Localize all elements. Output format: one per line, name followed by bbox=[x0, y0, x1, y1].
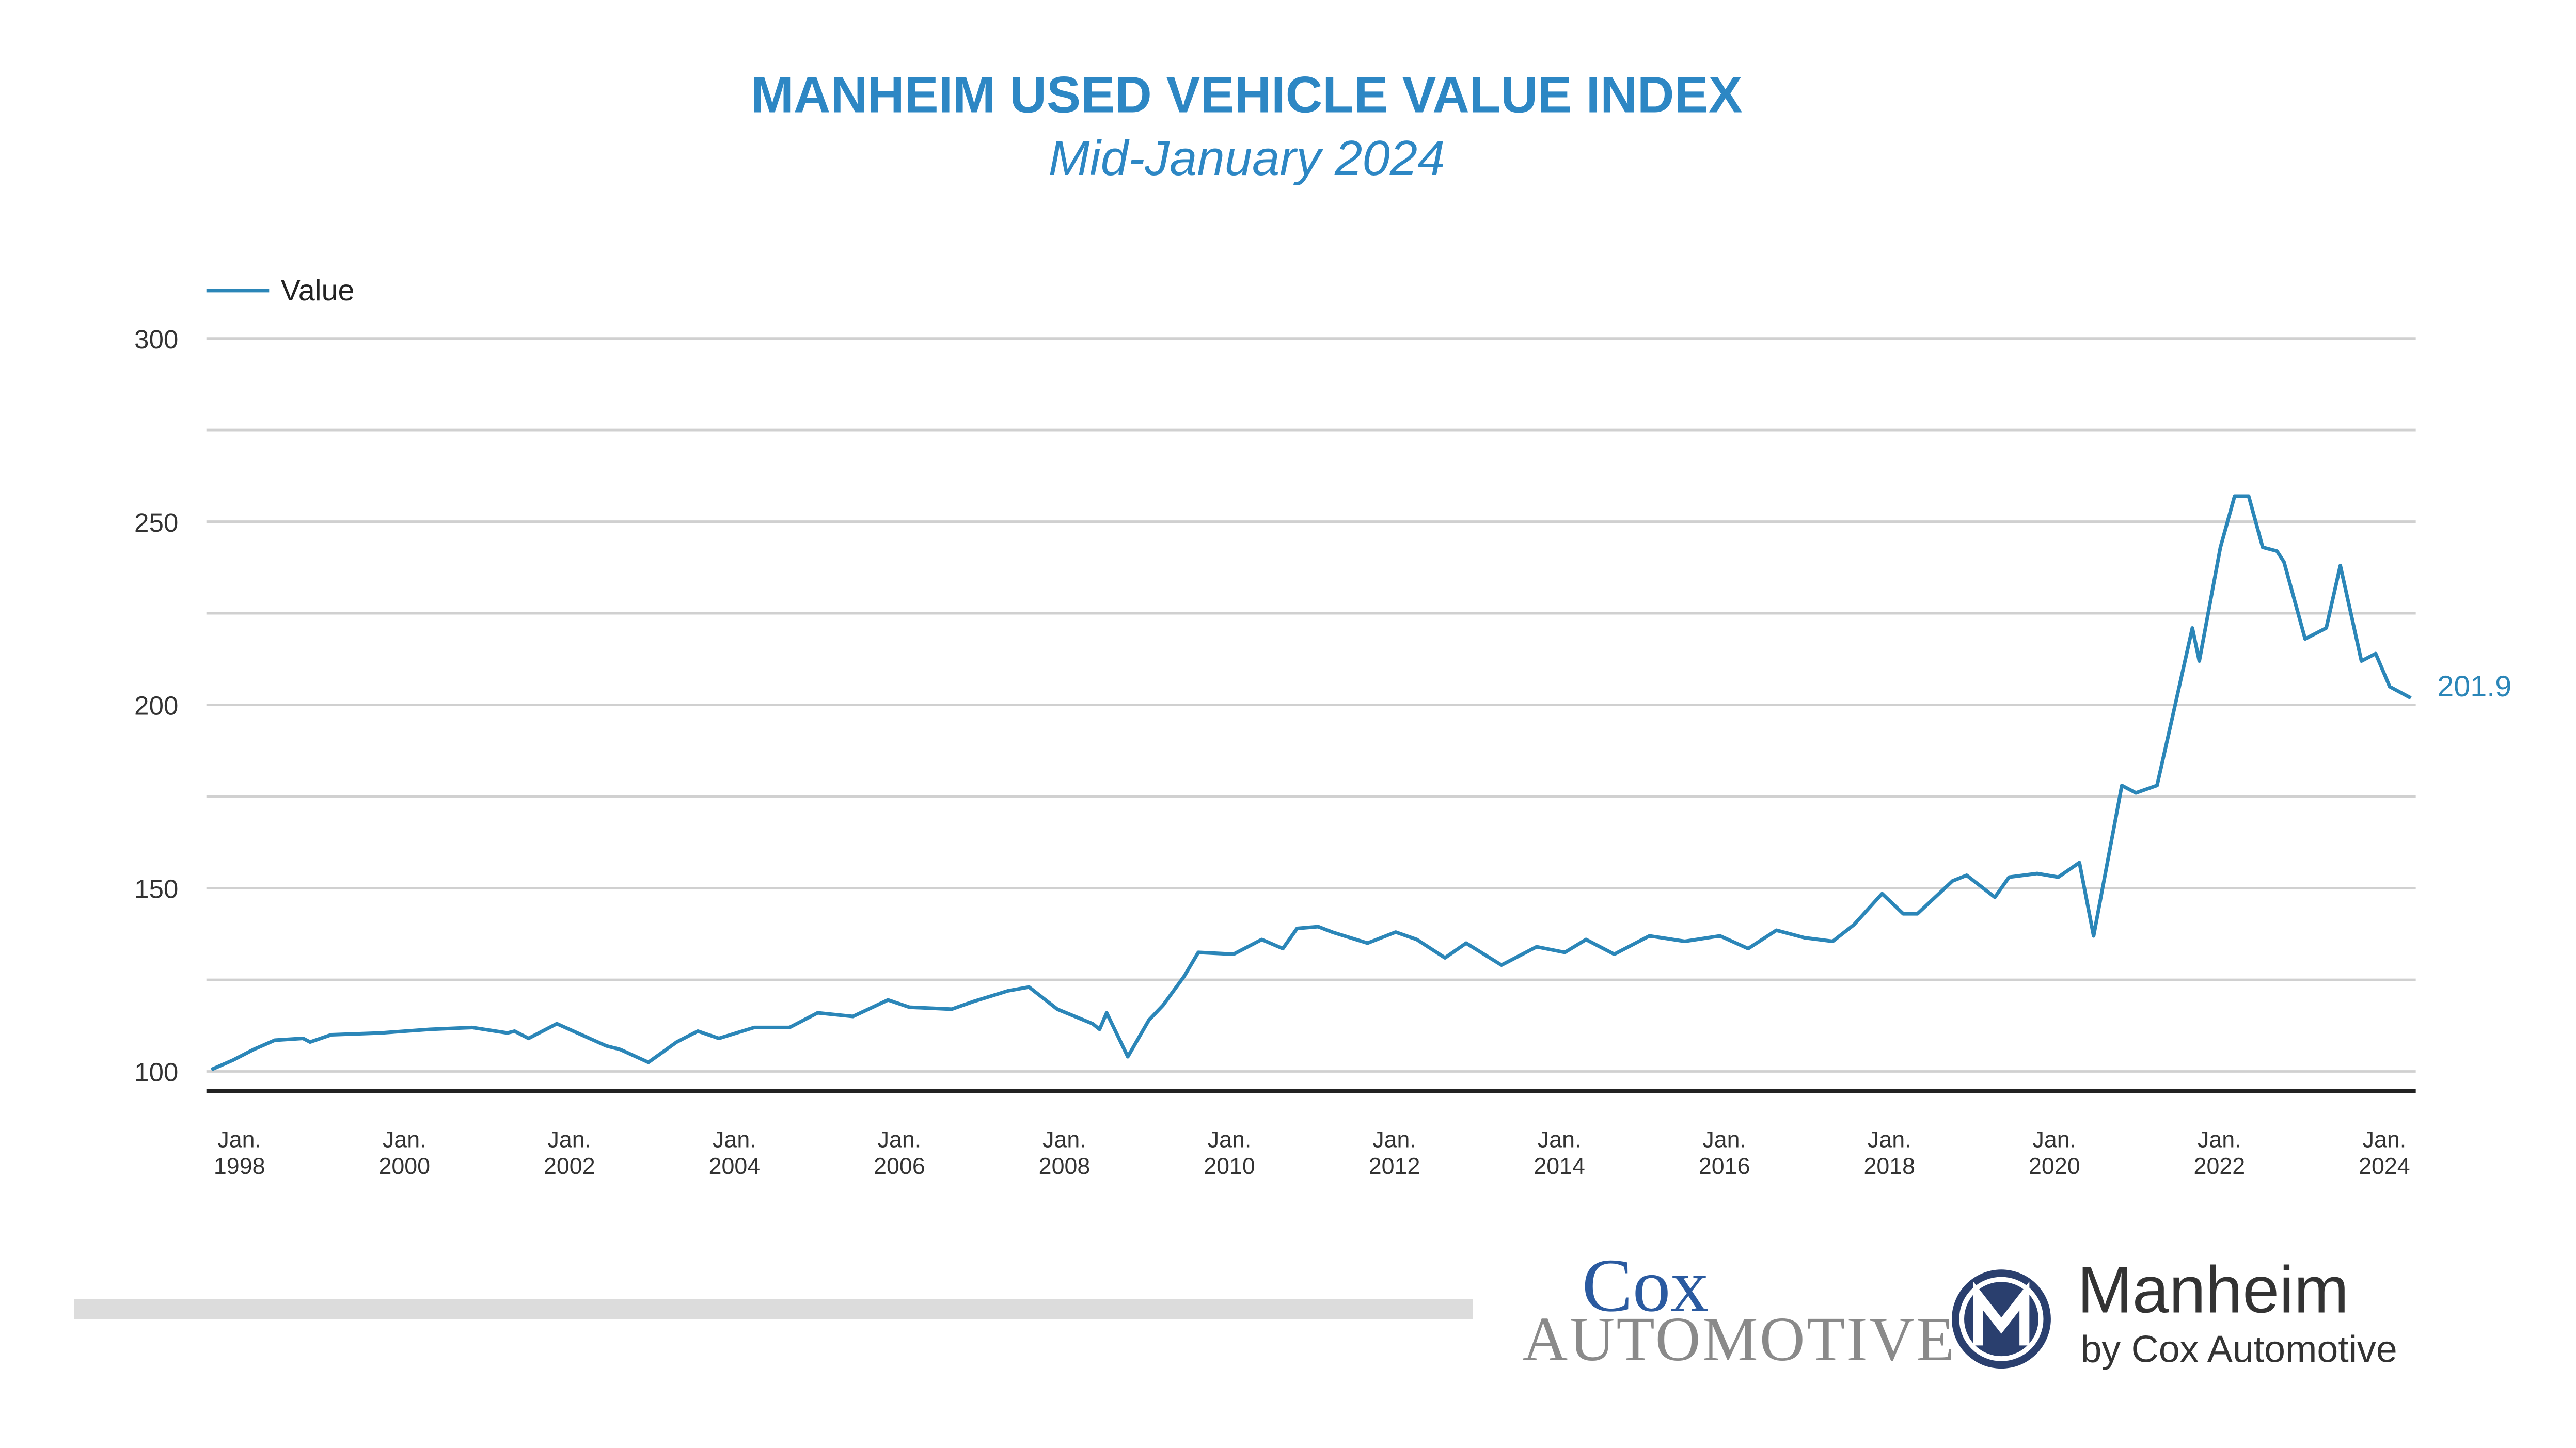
x-tick-label: Jan. bbox=[1208, 1127, 1252, 1153]
x-tick-label: Jan. bbox=[1538, 1127, 1582, 1153]
x-tick-label: 2016 bbox=[1699, 1153, 1750, 1179]
x-tick-label: 2002 bbox=[544, 1153, 595, 1179]
y-tick-label: 100 bbox=[134, 1058, 178, 1087]
chart-subtitle: Mid-January 2024 bbox=[1048, 132, 1445, 187]
series-line-value bbox=[210, 494, 2412, 1072]
y-tick-label: 300 bbox=[134, 325, 178, 354]
cox-logo-bottom: AutomotiveTM bbox=[1523, 1304, 1982, 1377]
x-tick-label: 2024 bbox=[2359, 1153, 2410, 1179]
x-tick-label: 2006 bbox=[874, 1153, 925, 1179]
x-tick-label: Jan. bbox=[2363, 1127, 2407, 1153]
x-tick-label: 2014 bbox=[1534, 1153, 1585, 1179]
cox-logo-top: Cox bbox=[1582, 1243, 1709, 1328]
x-tick-label: 2012 bbox=[1369, 1153, 1420, 1179]
chart-title: MANHEIM USED VEHICLE VALUE INDEX bbox=[751, 66, 1743, 124]
x-tick-label: Jan. bbox=[2032, 1127, 2076, 1153]
x-tick-label: Jan. bbox=[713, 1127, 756, 1153]
x-tick-label: Jan. bbox=[1868, 1127, 1911, 1153]
footer-bar bbox=[74, 1299, 1473, 1319]
x-tick-label: Jan. bbox=[1042, 1127, 1086, 1153]
y-tick-label: 250 bbox=[134, 508, 178, 537]
y-tick-label: 150 bbox=[134, 874, 178, 904]
x-tick-label: 2010 bbox=[1204, 1153, 1255, 1179]
x-tick-label: Jan. bbox=[217, 1127, 261, 1153]
y-tick-label: 200 bbox=[134, 691, 178, 721]
x-tick-label: Jan. bbox=[548, 1127, 592, 1153]
x-tick-label: 2020 bbox=[2029, 1153, 2080, 1179]
x-tick-label: 2004 bbox=[709, 1153, 761, 1179]
x-tick-label: 2018 bbox=[1863, 1153, 1915, 1179]
x-tick-label: 2000 bbox=[378, 1153, 430, 1179]
x-tick-label: Jan. bbox=[1702, 1127, 1746, 1153]
x-tick-label: Jan. bbox=[383, 1127, 426, 1153]
x-tick-label: Jan. bbox=[1372, 1127, 1416, 1153]
end-value-label: 201.9 bbox=[2437, 670, 2511, 703]
cox-logo-word: Automotive bbox=[1522, 1306, 1956, 1375]
manheim-logo-subtext: by Cox Automotive bbox=[2080, 1327, 2397, 1371]
legend-label: Value bbox=[281, 274, 355, 307]
x-tick-label: Jan. bbox=[2198, 1127, 2241, 1153]
x-tick-label: 2008 bbox=[1039, 1153, 1091, 1179]
manheim-logo-text: Manheim bbox=[2077, 1254, 2349, 1328]
x-tick-label: 2022 bbox=[2194, 1153, 2246, 1179]
x-tick-label: Jan. bbox=[878, 1127, 922, 1153]
x-tick-label: 1998 bbox=[214, 1153, 265, 1179]
